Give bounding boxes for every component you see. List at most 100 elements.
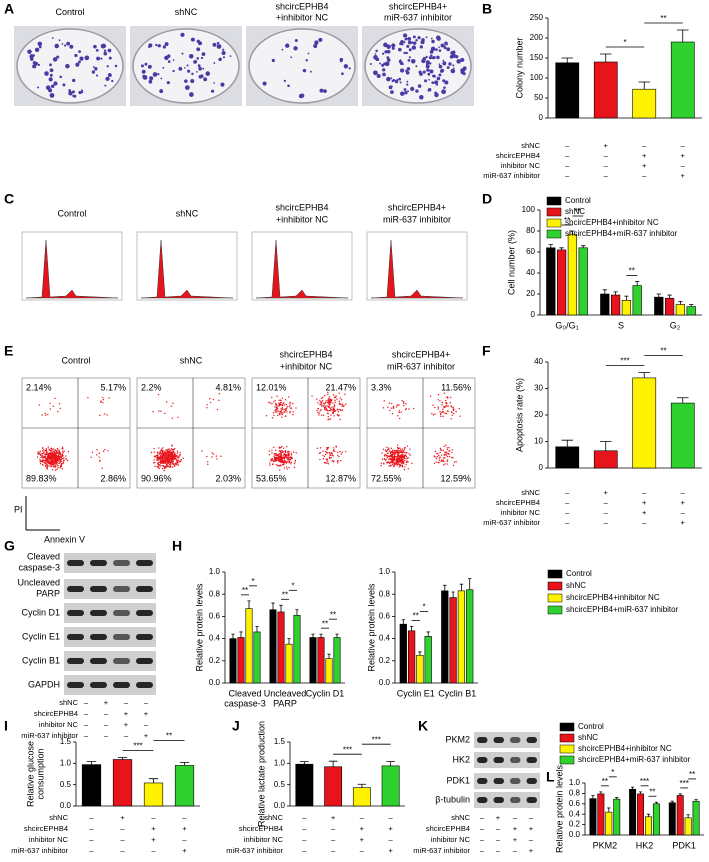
colony [216,44,222,49]
flow-event [386,457,389,459]
blot-band [510,797,521,803]
flow-event [42,447,44,449]
condition-mark: + [120,813,125,822]
flow-event [280,404,282,406]
colony [298,93,304,99]
bar [285,643,293,684]
flow-event [164,412,166,415]
flow-event [280,461,282,464]
bar [466,589,474,684]
blot-strip [64,603,156,623]
colony [391,43,396,48]
flow-event [290,454,293,456]
blot-band [493,778,504,784]
flow-event [319,399,321,402]
flow-frame [136,377,246,489]
flow-event [51,462,54,465]
flow-event [338,400,340,403]
flow-event [319,403,321,406]
flow-event [276,465,279,467]
flow-event [386,449,388,452]
colony [184,85,190,90]
flow-event [398,411,400,414]
flow-event [332,402,334,404]
panel-letter: G [4,538,15,554]
colony [106,65,109,68]
flow-event [319,452,322,454]
flow-event [53,450,55,453]
colony [80,90,84,94]
bar [555,62,580,119]
flow-event [280,401,282,404]
flow-event [50,453,53,455]
colony [262,81,267,86]
colony [379,62,382,65]
flow-event [401,458,404,461]
flow-event [269,464,271,466]
colony [318,37,323,42]
bar [578,247,588,316]
colony [444,80,449,85]
colony [157,44,161,48]
colony [323,89,327,93]
flow-event [443,406,445,408]
flow-event [405,455,407,457]
condition-label: shcircEPHB4 [426,824,470,833]
flow-event [288,454,290,457]
flow-event [53,463,56,465]
flow-event [321,400,324,402]
colony [65,63,70,69]
colony [444,41,448,46]
condition-mark: – [565,171,570,180]
colony [64,44,67,47]
flow-event [286,450,289,453]
blot-band [67,682,84,688]
x-tick-label: caspase-3 [224,698,266,708]
flow-event [333,460,335,462]
blot-band [136,682,153,688]
flow-event [286,461,289,463]
blot-label: PARP [36,588,60,598]
flow-event [436,456,438,458]
condition-mark: – [565,161,570,170]
colony [69,44,74,49]
colony [406,44,410,48]
x-tick-label: G₂ [670,320,681,330]
colony [32,61,36,65]
flow-event [166,451,169,453]
colony [172,69,175,73]
colony [148,43,153,48]
colony [160,77,163,80]
flow-event [57,411,59,413]
x-tick-label: Cyclin B1 [438,688,476,698]
flow-event [275,409,277,411]
flow-event [59,407,61,410]
colony [432,48,435,51]
flow-event [165,458,167,461]
flow-event [316,398,318,400]
legend-label: shcircEPHB4+inhibitor NC [566,593,660,602]
blot-label: HK2 [452,754,470,764]
flow-event [400,454,402,457]
flow-event [282,460,285,463]
flow-event [55,460,57,463]
colony [290,56,293,59]
colony [210,89,215,93]
quadrant-percent: 89.83% [26,473,57,483]
flow-event [288,461,291,464]
colony [200,74,204,78]
colony [456,59,461,64]
colony [460,57,465,63]
flow-event [280,451,283,454]
condition-mark: – [604,498,609,507]
significance-label: ** [564,216,570,225]
flow-event [396,404,398,406]
y-tick-label: 20 [534,410,543,419]
colony [58,39,61,42]
flow-event [448,453,450,456]
flow-event [278,455,280,457]
colony [403,51,406,55]
flow-event [402,461,404,463]
flow-event [173,452,176,455]
flow-event [442,408,444,410]
